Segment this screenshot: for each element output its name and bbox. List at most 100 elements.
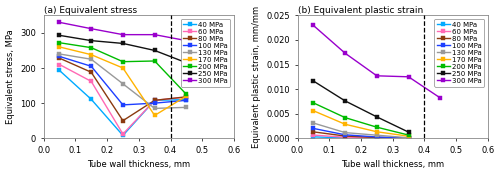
80 MPa: [56, 57, 62, 59]
250 MPa: [184, 62, 190, 64]
Text: (b) Equivalent plastic strain: (b) Equivalent plastic strain: [298, 6, 423, 15]
300 MPa: [310, 24, 316, 26]
130 MPa: [56, 53, 62, 55]
250 MPa: [88, 40, 94, 42]
Line: 170 MPa: 170 MPa: [58, 45, 188, 117]
40 MPa: [374, 137, 380, 139]
130 MPa: [310, 122, 316, 124]
80 MPa: [342, 135, 348, 137]
Line: 60 MPa: 60 MPa: [58, 62, 188, 136]
200 MPa: [120, 61, 126, 63]
60 MPa: [342, 136, 348, 138]
Line: 80 MPa: 80 MPa: [312, 130, 410, 140]
300 MPa: [56, 21, 62, 23]
Legend: 40 MPa, 60 MPa, 80 MPa, 100 MPa, 130 MPa, 170 MPa, 200 MPa, 250 MPa, 300 MPa: 40 MPa, 60 MPa, 80 MPa, 100 MPa, 130 MPa…: [180, 19, 230, 87]
80 MPa: [406, 137, 411, 139]
60 MPa: [88, 80, 94, 82]
40 MPa: [342, 137, 348, 139]
100 MPa: [88, 65, 94, 67]
300 MPa: [88, 28, 94, 30]
250 MPa: [342, 100, 348, 102]
60 MPa: [120, 133, 126, 135]
170 MPa: [406, 135, 411, 137]
Line: 130 MPa: 130 MPa: [312, 121, 410, 140]
40 MPa: [406, 137, 411, 139]
40 MPa: [184, 99, 190, 101]
170 MPa: [184, 95, 190, 97]
60 MPa: [310, 134, 316, 136]
250 MPa: [310, 80, 316, 82]
40 MPa: [56, 69, 62, 72]
40 MPa: [310, 136, 316, 138]
130 MPa: [374, 134, 380, 136]
Legend: 40 MPa, 60 MPa, 80 MPa, 100 MPa, 130 MPa, 170 MPa, 200 MPa, 250 MPa, 300 MPa: 40 MPa, 60 MPa, 80 MPa, 100 MPa, 130 MPa…: [434, 19, 484, 87]
130 MPa: [184, 106, 190, 108]
X-axis label: Tube wall thickness, mm: Tube wall thickness, mm: [87, 160, 190, 169]
Line: 100 MPa: 100 MPa: [312, 126, 410, 140]
130 MPa: [120, 83, 126, 85]
Line: 100 MPa: 100 MPa: [58, 54, 188, 107]
60 MPa: [406, 137, 411, 139]
100 MPa: [406, 137, 411, 139]
Line: 60 MPa: 60 MPa: [312, 133, 410, 140]
200 MPa: [152, 60, 158, 62]
170 MPa: [342, 123, 348, 125]
80 MPa: [120, 120, 126, 122]
300 MPa: [342, 52, 348, 54]
300 MPa: [437, 97, 443, 99]
Line: 200 MPa: 200 MPa: [312, 101, 410, 137]
100 MPa: [120, 104, 126, 106]
X-axis label: Tube wall thickness, mm: Tube wall thickness, mm: [341, 160, 444, 169]
200 MPa: [310, 102, 316, 104]
40 MPa: [120, 134, 126, 136]
300 MPa: [406, 76, 411, 78]
Line: 300 MPa: 300 MPa: [312, 23, 442, 100]
100 MPa: [374, 136, 380, 138]
Line: 130 MPa: 130 MPa: [58, 52, 188, 110]
Line: 200 MPa: 200 MPa: [58, 41, 188, 96]
130 MPa: [88, 58, 94, 60]
300 MPa: [184, 40, 190, 42]
Line: 40 MPa: 40 MPa: [58, 68, 188, 138]
100 MPa: [310, 127, 316, 130]
Line: 250 MPa: 250 MPa: [312, 79, 410, 134]
200 MPa: [88, 47, 94, 49]
60 MPa: [152, 99, 158, 101]
250 MPa: [406, 131, 411, 133]
100 MPa: [152, 102, 158, 104]
170 MPa: [56, 46, 62, 48]
100 MPa: [342, 134, 348, 136]
Line: 250 MPa: 250 MPa: [58, 33, 188, 65]
Line: 300 MPa: 300 MPa: [58, 20, 188, 43]
200 MPa: [56, 42, 62, 44]
Y-axis label: Equivalent stress, MPa: Equivalent stress, MPa: [6, 29, 15, 124]
Line: 170 MPa: 170 MPa: [312, 109, 410, 138]
Y-axis label: Equivalent plastic strain, mm/mm: Equivalent plastic strain, mm/mm: [252, 6, 260, 148]
170 MPa: [120, 67, 126, 69]
170 MPa: [374, 131, 380, 133]
250 MPa: [152, 49, 158, 51]
Line: 80 MPa: 80 MPa: [58, 56, 188, 123]
130 MPa: [342, 132, 348, 134]
250 MPa: [120, 42, 126, 44]
170 MPa: [152, 114, 158, 117]
130 MPa: [152, 107, 158, 109]
40 MPa: [88, 98, 94, 100]
300 MPa: [152, 34, 158, 36]
300 MPa: [374, 75, 380, 77]
60 MPa: [56, 64, 62, 66]
200 MPa: [374, 126, 380, 128]
200 MPa: [184, 93, 190, 95]
Line: 40 MPa: 40 MPa: [312, 135, 410, 140]
60 MPa: [374, 137, 380, 139]
40 MPa: [152, 99, 158, 101]
170 MPa: [88, 54, 94, 56]
80 MPa: [374, 136, 380, 139]
130 MPa: [406, 137, 411, 139]
200 MPa: [342, 117, 348, 119]
80 MPa: [88, 71, 94, 73]
Text: (a) Equivalent stress: (a) Equivalent stress: [44, 6, 137, 15]
170 MPa: [310, 110, 316, 112]
300 MPa: [120, 34, 126, 36]
60 MPa: [184, 96, 190, 98]
